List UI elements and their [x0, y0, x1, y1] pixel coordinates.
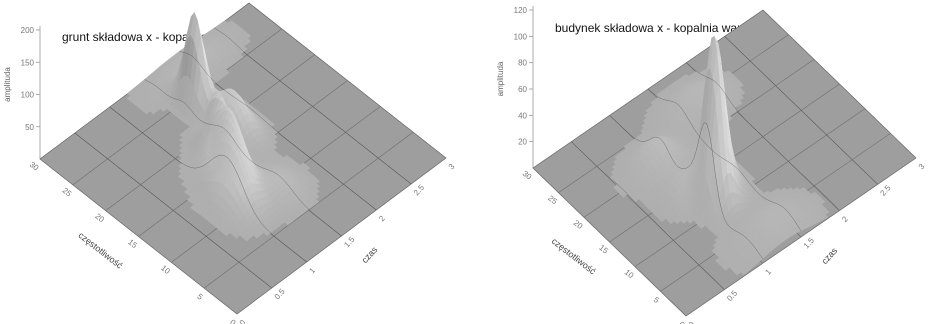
ridge-line	[109, 106, 307, 263]
surface-cell	[680, 216, 688, 224]
surface-cell	[674, 216, 682, 225]
surface-cell	[253, 232, 261, 239]
x-axis-label: czas	[819, 245, 839, 266]
x-axis-label: czas	[360, 244, 380, 265]
y-tick-label: 25	[546, 194, 559, 207]
z-axis-label: amplituda	[3, 67, 12, 102]
x-tick-label: 2.5	[878, 183, 892, 198]
surface-cell	[149, 108, 158, 115]
y-tick-label: 15	[126, 238, 139, 251]
surface-cell	[222, 229, 231, 237]
y-axis-label: częstotliwość	[550, 236, 598, 277]
z-tick-label: 80	[518, 59, 527, 68]
surface-cell	[740, 268, 748, 276]
chart-title: budynek składowa x - kopalnia wapienia	[555, 21, 769, 35]
right-surface-chart: budynek składowa x - kopalnia wapienia20…	[496, 6, 927, 324]
z-axis-label: amplituda	[496, 61, 505, 96]
y-tick-label: 5	[195, 292, 204, 302]
surface-mesh	[126, 11, 321, 242]
surface-cell	[159, 105, 168, 112]
ridge-line	[609, 115, 763, 259]
x-tick-label: 3	[447, 162, 457, 172]
ridge-line	[647, 88, 802, 231]
y-tick-label: 25	[61, 186, 74, 199]
z-tick-label: 100	[514, 32, 528, 41]
x-tick-label: 1	[307, 266, 317, 276]
x-tick-label: 0.5	[725, 288, 739, 303]
surface-cell	[284, 219, 292, 226]
ridge-line	[74, 132, 272, 289]
y-tick-label: 15	[597, 243, 610, 256]
z-tick-label: 20	[518, 138, 527, 147]
right-chart-panel: budynek składowa x - kopalnia wapienia 20…	[469, 0, 937, 324]
surface-cell	[232, 232, 241, 239]
x-tick-label: 1.5	[342, 235, 356, 250]
y-tick-label: 5	[652, 295, 661, 305]
surface-cell	[687, 216, 695, 224]
ridge-line	[179, 51, 377, 211]
z-tick-label: 60	[518, 85, 527, 94]
z-tick-label: 120	[514, 6, 528, 15]
ridge-line	[144, 79, 342, 237]
y-tick-label: 30	[28, 160, 41, 173]
y-tick-label: 10	[159, 263, 172, 276]
surface-cell	[734, 269, 742, 276]
x-tick-label: 2.5	[412, 183, 426, 198]
y-tick-label: 20	[572, 218, 585, 231]
x-tick-label: 0.5	[273, 287, 287, 302]
surface-cell	[242, 234, 251, 242]
surface-cell	[698, 221, 706, 230]
left-chart-panel: grunt składowa x - kopalnia wapienia 50 10…	[0, 0, 468, 324]
y-tick-label: 30	[521, 169, 534, 182]
surface-cell	[668, 217, 675, 225]
x-tick-label: 1	[763, 267, 773, 277]
left-surface-chart: grunt składowa x - kopalnia wapienia5010…	[3, 2, 457, 324]
ridge-line	[214, 27, 412, 185]
z-tick-label: 150	[21, 58, 35, 67]
z-tick-label: 50	[25, 123, 34, 132]
x-tick-label: 3	[917, 162, 927, 172]
y-tick-label: 0	[228, 318, 237, 324]
z-tick-label: 100	[21, 91, 35, 100]
x-tick-label: 1.5	[802, 236, 816, 251]
z-tick-label: 40	[518, 111, 527, 120]
ridge-line	[571, 141, 725, 290]
x-tick-label: 0	[238, 318, 248, 324]
x-tick-label: 2	[377, 214, 387, 224]
y-tick-label: 0	[677, 320, 686, 324]
surface-cell	[142, 108, 151, 115]
x-tick-label: 2	[840, 214, 850, 224]
y-tick-label: 10	[623, 268, 636, 281]
surface-cell	[659, 215, 666, 223]
ridge-line	[686, 62, 840, 211]
surface-cell	[722, 264, 730, 271]
y-tick-label: 20	[93, 212, 106, 225]
y-axis-label: częstotliwość	[77, 230, 125, 271]
x-tick-label: 0	[687, 320, 697, 324]
ridge-line	[724, 36, 878, 185]
surface-mesh	[609, 35, 830, 276]
z-tick-label: 200	[21, 26, 35, 35]
